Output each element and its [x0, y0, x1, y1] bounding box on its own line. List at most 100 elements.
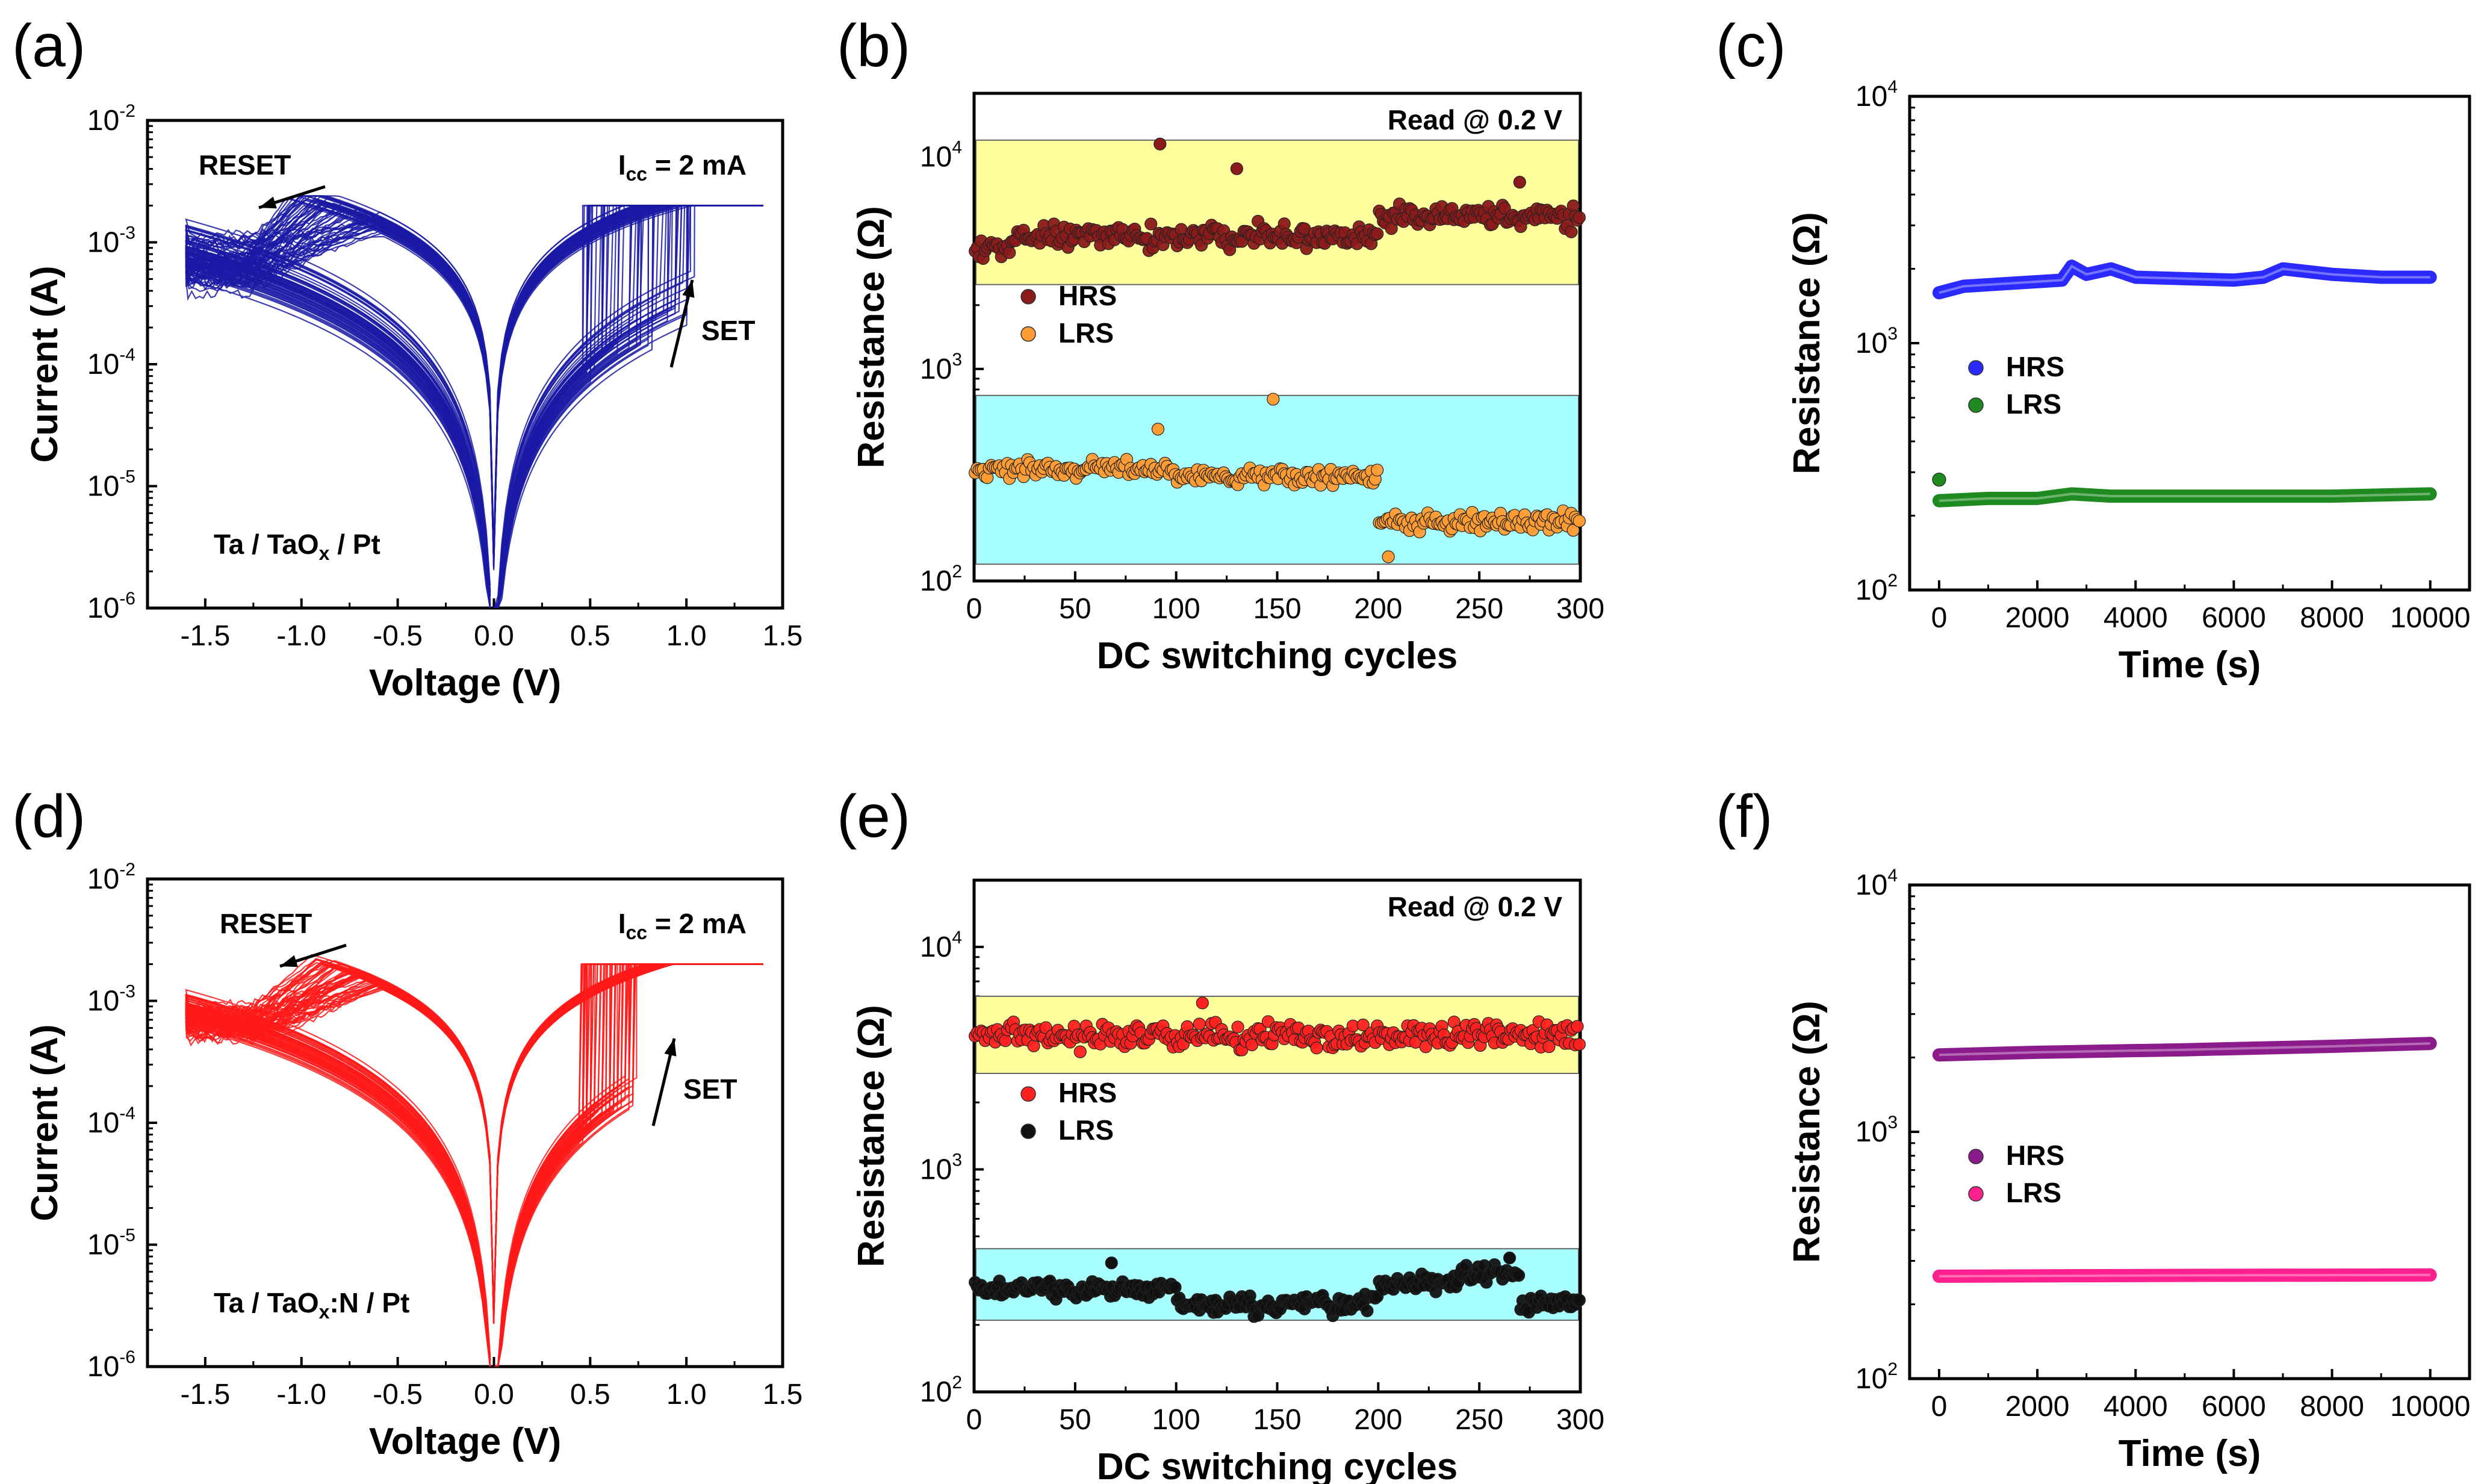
set-label: SET	[701, 315, 755, 346]
x-tick-label: 6000	[2202, 1391, 2266, 1423]
data-point-lrs	[1573, 514, 1586, 528]
legend-label-hrs: HRS	[2006, 1140, 2064, 1171]
y-tick-label: 104	[1855, 77, 1898, 113]
x-tick-label: 1.0	[666, 620, 707, 652]
y-tick-label: 104	[920, 928, 962, 963]
y-tick-label: 102	[920, 1373, 962, 1408]
data-point-lrs	[1169, 1281, 1182, 1294]
data-point-hrs	[1230, 162, 1243, 175]
data-point-hrs	[1196, 996, 1209, 1010]
reset-label: RESET	[220, 908, 312, 939]
y-tick-label: 103	[1855, 324, 1898, 359]
legend-marker-hrs	[1020, 289, 1036, 305]
x-axis-title: Time (s)	[2119, 1433, 2261, 1474]
x-tick-label: -1.5	[181, 620, 231, 652]
x-tick-label: -1.0	[276, 620, 326, 652]
y-tick-label: 102	[1855, 1359, 1898, 1395]
x-tick-label: 300	[1556, 1404, 1604, 1436]
x-tick-label: 0.0	[474, 620, 514, 652]
legend-marker-hrs	[1968, 360, 1984, 376]
y-tick-label: 10-3	[87, 223, 135, 259]
x-axis-title: Time (s)	[2119, 644, 2261, 686]
x-axis-title: DC switching cycles	[1097, 635, 1458, 677]
iv-curve	[185, 205, 763, 608]
data-point-hrs	[1073, 1045, 1087, 1058]
x-tick-label: 0	[966, 593, 983, 625]
data-point-lrs	[1512, 1268, 1526, 1282]
legend-label-hrs: HRS	[1058, 280, 1117, 311]
x-tick-label: 100	[1152, 1404, 1200, 1436]
data-point-lrs	[1371, 464, 1384, 477]
x-tick-label: 1.5	[763, 620, 803, 652]
data-point-hrs	[1371, 227, 1384, 240]
x-tick-label: 4000	[2104, 1391, 2168, 1423]
data-point-hrs	[1278, 217, 1291, 231]
plot-frame	[1908, 95, 2471, 592]
data-point-hrs	[1542, 1040, 1556, 1054]
set-label: SET	[683, 1073, 737, 1105]
panel-f: 0 2000 4000 6000 8000 10000 102 103 104 Time (s) R…	[1716, 783, 2471, 1474]
legend-label-hrs: HRS	[1058, 1077, 1117, 1108]
x-tick-label: -1.0	[276, 1379, 326, 1411]
data-point-lrs	[1151, 423, 1165, 436]
panel-c: 0 2000 4000 6000 8000 10000 102 103 104 Time (s) R…	[1716, 12, 2471, 686]
x-tick-label: -0.5	[373, 1379, 423, 1411]
data-point-hrs	[1003, 246, 1016, 259]
panel-label: (a)	[12, 12, 85, 79]
y-tick-label: 10-4	[87, 345, 135, 380]
device-label: Ta / TaOx:N / Pt	[214, 1287, 409, 1323]
reset-arrow-head	[259, 196, 277, 209]
legend-marker-lrs	[1020, 1123, 1036, 1139]
x-tick-label: 0.0	[474, 1379, 514, 1411]
y-tick-label: 10-4	[87, 1104, 135, 1139]
data-point-hrs	[1571, 1020, 1584, 1033]
data-point-lrs	[1267, 393, 1280, 406]
x-tick-label: 100	[1152, 593, 1200, 625]
legend-marker-lrs	[1968, 397, 1984, 413]
y-tick-label: 10-6	[87, 589, 135, 624]
x-tick-label: 50	[1059, 1404, 1091, 1436]
plot-frame	[1908, 883, 2471, 1380]
data-point-lrs	[1573, 1293, 1586, 1307]
data-point-hrs	[1231, 1020, 1244, 1034]
series-line-lrs	[1932, 487, 2437, 508]
device-label: Ta / TaOx / Pt	[214, 529, 380, 564]
legend-label-hrs: HRS	[2006, 351, 2064, 382]
series-highlight-hrs	[1939, 1042, 2430, 1057]
x-tick-label: -1.5	[181, 1379, 231, 1411]
reset-label: RESET	[199, 149, 291, 181]
data-point-hrs	[1573, 211, 1586, 224]
series-highlight-lrs	[1939, 492, 2430, 502]
y-tick-label: 104	[1855, 866, 1898, 901]
data-point-hrs	[1153, 137, 1167, 151]
y-tick-label: 103	[1855, 1113, 1898, 1148]
y-axis-title: Current (A)	[24, 1024, 66, 1221]
data-point-hrs	[1310, 1042, 1323, 1055]
data-point-hrs	[1513, 176, 1526, 189]
y-tick-label: 10-5	[87, 467, 135, 503]
data-point-hrs	[1419, 1040, 1432, 1054]
set-arrow-head	[682, 280, 695, 298]
x-tick-label: -0.5	[373, 620, 423, 652]
y-tick-label: 103	[920, 1150, 962, 1185]
data-point-lrs	[1932, 473, 1946, 487]
iv-curve	[185, 205, 763, 608]
x-axis-title: DC switching cycles	[1097, 1446, 1458, 1484]
data-point-hrs	[1027, 1039, 1040, 1052]
data-point-hrs	[1498, 202, 1511, 215]
iv-curve	[185, 963, 763, 1367]
x-tick-label: 6000	[2202, 602, 2266, 634]
series-highlight-hrs	[1939, 264, 2430, 294]
x-tick-label: 0	[966, 1404, 983, 1436]
series-line-lrs	[1932, 1268, 2437, 1283]
panel-label: (e)	[837, 783, 910, 850]
x-tick-label: 8000	[2300, 1391, 2364, 1423]
legend-marker-hrs	[1968, 1149, 1984, 1164]
data-point-lrs	[1105, 1256, 1118, 1270]
legend-label-lrs: LRS	[2006, 1177, 2061, 1208]
data-point-hrs	[1356, 1018, 1370, 1032]
series-line-hrs	[1932, 1037, 2437, 1062]
x-tick-label: 1.0	[666, 1379, 707, 1411]
x-tick-label: 1.5	[763, 1379, 803, 1411]
